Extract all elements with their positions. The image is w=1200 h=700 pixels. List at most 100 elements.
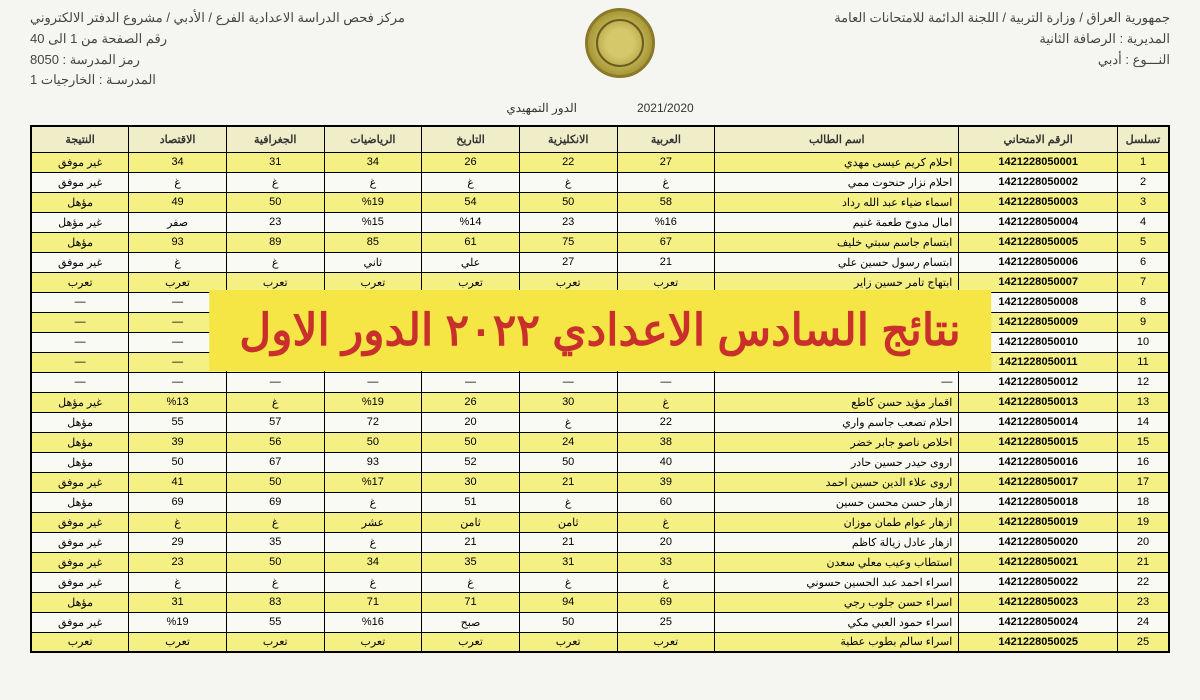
table-cell: غير موفق xyxy=(31,512,129,532)
table-row: 231421228050023اسراء حسن جلوب رجي6994717… xyxy=(31,592,1169,612)
table-cell: 1421228050005 xyxy=(959,232,1118,252)
table-header-cell: الاقتصاد xyxy=(129,126,227,152)
table-cell: 26 xyxy=(422,152,520,172)
table-cell: 1421228050023 xyxy=(959,592,1118,612)
table-row: 251421228050025اسراء سالم بطوب عطيةتعربت… xyxy=(31,632,1169,652)
table-cell: 55 xyxy=(226,612,324,632)
table-body: 11421228050001احلام كريم عيسى مهدي272226… xyxy=(31,152,1169,652)
table-cell: 19 xyxy=(1118,512,1169,532)
table-cell: 16 xyxy=(1118,452,1169,472)
table-cell: 23 xyxy=(519,212,617,232)
table-cell: غ xyxy=(519,572,617,592)
table-cell: احلام تصعب جاسم واري xyxy=(715,412,959,432)
table-cell: ابتسام جاسم سبتي خليف xyxy=(715,232,959,252)
header-line: المديرية : الرصافة الثانية xyxy=(834,29,1170,50)
table-cell: 1421228050024 xyxy=(959,612,1118,632)
table-cell: غ xyxy=(519,172,617,192)
table-cell: %19 xyxy=(129,612,227,632)
table-cell: 20 xyxy=(1118,532,1169,552)
table-cell: مؤهل xyxy=(31,412,129,432)
table-cell: — xyxy=(715,372,959,392)
header-line: مركز فحص الدراسة الاعدادية الفرع / الأدب… xyxy=(30,8,405,29)
table-cell: 39 xyxy=(617,472,715,492)
table-cell: غير موفق xyxy=(31,252,129,272)
table-row: 21421228050002احلام نزار حنحوت مميغغغغغغ… xyxy=(31,172,1169,192)
table-cell: 14 xyxy=(1118,412,1169,432)
table-cell: 8 xyxy=(1118,292,1169,312)
table-cell: غ xyxy=(226,512,324,532)
table-cell: غ xyxy=(129,172,227,192)
table-cell: 34 xyxy=(324,152,422,172)
table-cell: عشر xyxy=(324,512,422,532)
table-cell: صفر xyxy=(129,212,227,232)
table-cell: — xyxy=(519,372,617,392)
table-cell: 51 xyxy=(422,492,520,512)
table-cell: 1421228050019 xyxy=(959,512,1118,532)
table-cell: 24 xyxy=(1118,612,1169,632)
table-cell: %17 xyxy=(324,472,422,492)
table-cell: تعرب xyxy=(31,632,129,652)
table-row: 241421228050024اسراء حمود العبي مكي2550ص… xyxy=(31,612,1169,632)
table-cell: 25 xyxy=(617,612,715,632)
table-cell: 50 xyxy=(519,452,617,472)
table-cell: 85 xyxy=(324,232,422,252)
table-cell: %14 xyxy=(422,212,520,232)
overlay-banner: نتائج السادس الاعدادي ٢٠٢٢ الدور الاول xyxy=(209,290,991,371)
table-cell: احلام نزار حنحوت ممي xyxy=(715,172,959,192)
table-cell: 22 xyxy=(617,412,715,432)
table-cell: اقمار مؤيد حسن كاطع xyxy=(715,392,959,412)
table-cell: 41 xyxy=(129,472,227,492)
table-cell: ثامن xyxy=(422,512,520,532)
table-cell: تعرب xyxy=(617,632,715,652)
table-cell: مؤهل xyxy=(31,452,129,472)
table-cell: 54 xyxy=(422,192,520,212)
table-cell: 71 xyxy=(324,592,422,612)
table-cell: — xyxy=(324,372,422,392)
table-head: تسلسلالرقم الامتحانياسم الطالبالعربيةالا… xyxy=(31,126,1169,152)
table-cell: مؤهل xyxy=(31,232,129,252)
table-row: 161421228050016اروى حيدر حسين حادر405052… xyxy=(31,452,1169,472)
table-cell: 18 xyxy=(1118,492,1169,512)
table-cell: غير موفق xyxy=(31,532,129,552)
table-cell: احلام كريم عيسى مهدي xyxy=(715,152,959,172)
table-cell: 1421228050020 xyxy=(959,532,1118,552)
year-value: 2021/2020 xyxy=(637,101,694,115)
table-row: 221421228050022اسراء احمد عبد الحسين حسو… xyxy=(31,572,1169,592)
table-cell: 60 xyxy=(617,492,715,512)
table-cell: 35 xyxy=(422,552,520,572)
year-label: الدور التمهيدي xyxy=(506,101,577,115)
table-row: 11421228050001احلام كريم عيسى مهدي272226… xyxy=(31,152,1169,172)
table-cell: تعرب xyxy=(226,632,324,652)
table-cell: 50 xyxy=(129,452,227,472)
table-cell: 69 xyxy=(226,492,324,512)
table-cell: 58 xyxy=(617,192,715,212)
table-cell: %13 xyxy=(129,392,227,412)
table-cell: مؤهل xyxy=(31,192,129,212)
table-cell: 15 xyxy=(1118,432,1169,452)
table-header-cell: الجغرافية xyxy=(226,126,324,152)
table-cell: — xyxy=(226,372,324,392)
table-cell: 12 xyxy=(1118,372,1169,392)
table-cell: 21 xyxy=(519,532,617,552)
header-line: المدرسـة : الخارجيات 1 xyxy=(30,70,405,91)
table-header-cell: التاريخ xyxy=(422,126,520,152)
table-cell: 1421228050001 xyxy=(959,152,1118,172)
table-cell: امال مدوح طعمة غنيم xyxy=(715,212,959,232)
table-header-cell: الرقم الامتحاني xyxy=(959,126,1118,152)
header-right-block: جمهورية العراق / وزارة التربية / اللجنة … xyxy=(834,8,1170,70)
table-cell: تعرب xyxy=(129,632,227,652)
table-cell: غير موفق xyxy=(31,472,129,492)
table-header-cell: النتيجة xyxy=(31,126,129,152)
header-left-block: مركز فحص الدراسة الاعدادية الفرع / الأدب… xyxy=(30,8,405,91)
table-cell: غ xyxy=(519,492,617,512)
table-cell: 39 xyxy=(129,432,227,452)
table-cell: 25 xyxy=(1118,632,1169,652)
table-cell: ازهار عادل زيالة كاظم xyxy=(715,532,959,552)
table-cell: 50 xyxy=(324,432,422,452)
table-cell: 67 xyxy=(226,452,324,472)
table-cell: غ xyxy=(617,512,715,532)
table-cell: علي xyxy=(422,252,520,272)
table-cell: 21 xyxy=(422,532,520,552)
table-cell: 10 xyxy=(1118,332,1169,352)
table-cell: 27 xyxy=(617,152,715,172)
